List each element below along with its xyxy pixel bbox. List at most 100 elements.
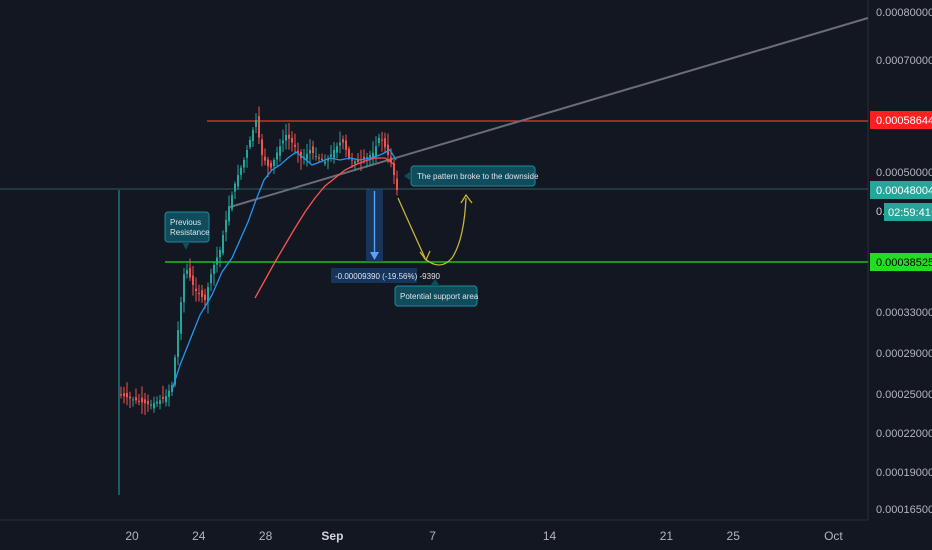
time-axis[interactable]: 20 24 28 Sep 7 14 21 25 Oct <box>0 519 868 543</box>
candle-body <box>369 155 371 158</box>
current-price-tag: 0.00048004 <box>870 181 932 199</box>
candle-body <box>318 157 320 159</box>
candle-body <box>393 163 395 175</box>
candle-body <box>273 160 275 166</box>
projection-up <box>423 197 467 266</box>
svg-text:0.00038525: 0.00038525 <box>876 257 932 269</box>
candle-body <box>294 144 296 147</box>
candle-body <box>135 397 137 401</box>
candle-body <box>315 156 317 157</box>
candle-body <box>285 135 287 141</box>
candle-body <box>309 150 311 154</box>
candle-body <box>324 161 326 164</box>
candle-body <box>381 139 383 141</box>
candle-body <box>372 152 374 159</box>
svg-text:0.: 0. <box>876 206 885 218</box>
drawing-lines <box>0 17 869 495</box>
price-tick: 0.00029000 <box>876 348 932 360</box>
candle-body <box>330 154 332 157</box>
candle-body <box>366 157 368 159</box>
candle-body <box>147 400 149 405</box>
candle-body <box>387 144 389 155</box>
candle-body <box>363 156 365 159</box>
candle-body <box>174 357 176 385</box>
candle-body <box>384 138 386 148</box>
candle-body <box>207 287 209 302</box>
slow-moving-average <box>254 157 396 299</box>
candle-body <box>156 401 158 404</box>
candle-body <box>162 396 164 399</box>
note-pointer <box>404 171 411 181</box>
previous-resistance-note <box>164 211 210 243</box>
price-tick: 0.00025000 <box>876 389 932 401</box>
price-tick: 0.00016500 <box>876 504 932 516</box>
candle-body <box>291 138 293 143</box>
candle-body <box>129 396 131 399</box>
previous-resistance-label: Previous <box>170 218 201 227</box>
candle-body <box>228 206 230 222</box>
candle-body <box>159 400 161 404</box>
candle-body <box>270 162 272 168</box>
candle-body <box>222 235 224 254</box>
price-tick: 0.00050000 <box>876 167 932 179</box>
candle-body <box>255 120 257 127</box>
note-pointer <box>430 279 440 286</box>
price-tick: 0.00033000 <box>876 307 932 319</box>
candle-body <box>192 275 194 285</box>
measure-label: -0.00009390 (-19.56%) -9390 <box>335 272 441 281</box>
candle-body <box>144 399 146 404</box>
candle-body <box>168 390 170 397</box>
candle-body <box>351 159 353 161</box>
candle-body <box>186 270 188 274</box>
note-pointer <box>182 242 190 250</box>
candle-body <box>213 265 215 274</box>
price-axis[interactable]: 0.00080000 0.00070000 0.00050000 0.00033… <box>867 0 932 550</box>
candle-body <box>225 220 227 233</box>
candle-body <box>339 142 341 146</box>
resistance-price-tag: 0.00058644 <box>870 111 932 129</box>
moving-averages <box>171 149 397 391</box>
candle-body <box>252 130 254 141</box>
price-axis-bg <box>868 0 932 550</box>
candle-body <box>150 404 152 406</box>
projection-arrowhead <box>460 193 473 204</box>
candle-body <box>195 288 197 291</box>
svg-text:0.00048004: 0.00048004 <box>876 185 932 197</box>
date-tick: 25 <box>727 529 741 543</box>
candle-body <box>288 134 290 139</box>
candle-body <box>165 396 167 403</box>
candle-body <box>237 175 239 187</box>
projection-down <box>397 197 426 259</box>
candle-body <box>219 250 221 258</box>
candle-body <box>321 158 323 160</box>
price-tick: 0.00019000 <box>876 467 932 479</box>
measure-arrowhead <box>370 252 379 260</box>
candle-body <box>342 139 344 143</box>
ascending-trendline <box>229 17 869 208</box>
candle-body <box>297 150 299 153</box>
candle-body <box>234 183 236 192</box>
candle-body <box>231 195 233 209</box>
candle-body <box>327 159 329 161</box>
candle-body <box>216 257 218 265</box>
date-tick: 21 <box>660 529 674 543</box>
candle-body <box>282 140 284 144</box>
pattern-broke-label: The pattern broke to the downside <box>417 172 539 181</box>
candle-body <box>345 140 347 150</box>
candle-body <box>261 139 263 155</box>
measure-label-bg <box>331 268 417 283</box>
candle-body <box>378 137 380 144</box>
price-tick: 0.00080000 <box>876 7 932 19</box>
candle-body <box>126 392 128 398</box>
svg-text:0.00058644: 0.00058644 <box>876 115 932 127</box>
candle-body <box>120 394 122 396</box>
candle-body <box>210 274 212 284</box>
svg-text:02:59:41: 02:59:41 <box>888 207 931 219</box>
date-tick: 20 <box>125 529 139 543</box>
candle-body <box>141 397 143 403</box>
candle-body <box>183 274 185 303</box>
candle-body <box>240 167 242 175</box>
potential-support-label: Potential support area <box>400 292 479 301</box>
